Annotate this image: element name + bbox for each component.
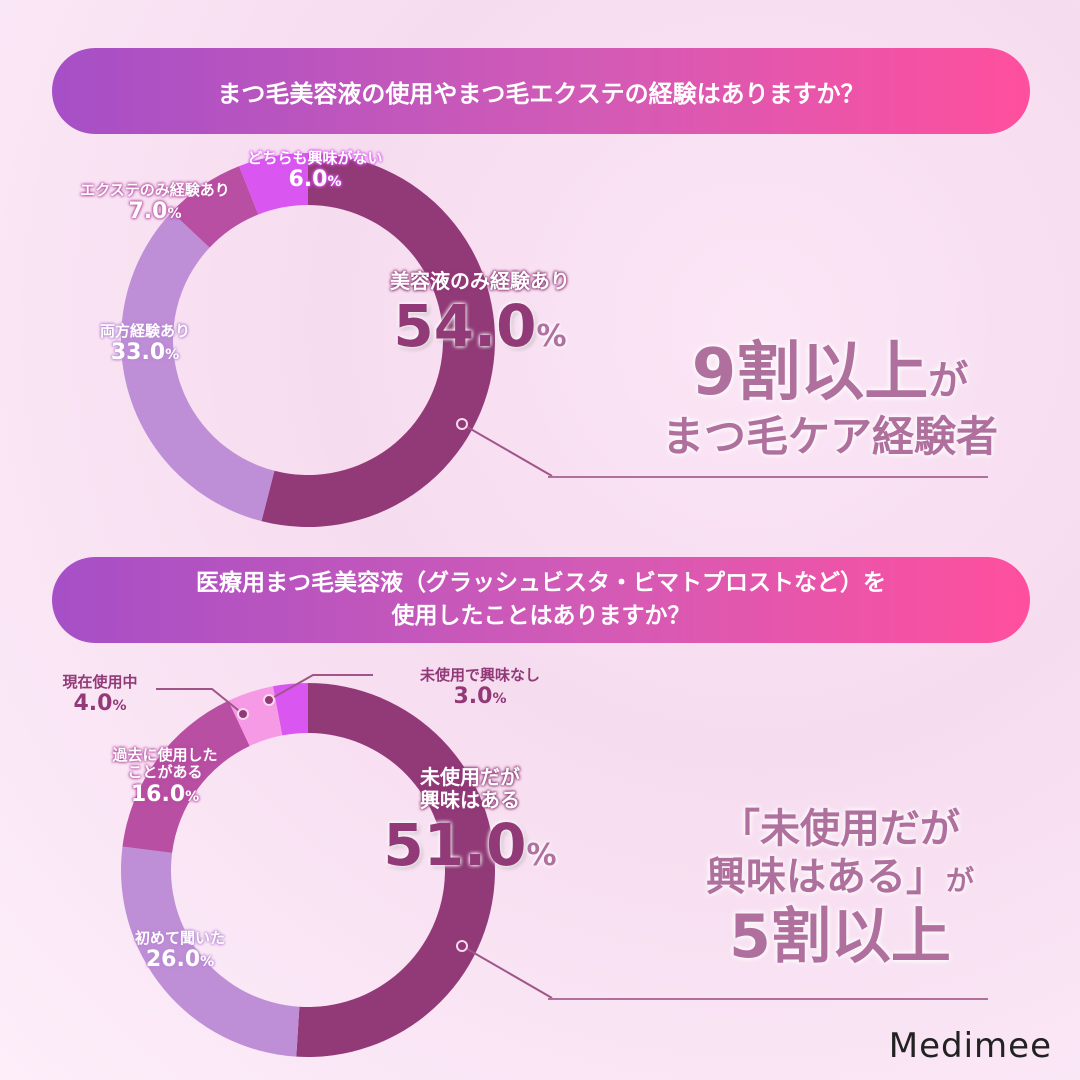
- chart2-label-4: 未使用で興味なし 3.0%: [395, 666, 565, 710]
- brand-logo: Medimee: [888, 1026, 1052, 1066]
- label-unit: %: [167, 206, 182, 223]
- chart2-slice-1: [121, 846, 300, 1057]
- label-text: 美容液のみ経験あり: [390, 269, 570, 293]
- label-value: 4.0: [73, 691, 113, 717]
- chart2-slice-4: [272, 683, 308, 736]
- chart2-callout-leader-dot: [456, 940, 468, 952]
- label-value: 54.0: [393, 292, 537, 360]
- label-value: 3.0: [453, 684, 493, 710]
- callout-1-particle: が: [928, 358, 969, 404]
- label-unit: %: [185, 788, 200, 805]
- label-value: 51.0: [383, 811, 527, 879]
- question-2-title-line-1: 医療用まつ毛美容液（グラッシュビスタ・ビマトプロストなど）を: [196, 569, 886, 596]
- chart2-slice-0: [296, 683, 496, 1057]
- question-2-banner: 医療用まつ毛美容液（グラッシュビスタ・ビマトプロストなど）を 使用したことはあり…: [52, 557, 1030, 643]
- label-text-line-2: ことがある: [127, 763, 203, 782]
- label-text: 初めて聞いた: [134, 929, 225, 947]
- chart1-label-1: 両方経験あり 33.0%: [70, 322, 220, 366]
- chart1-label-2: エクステのみ経験あり 7.0%: [50, 181, 260, 225]
- chart2-label-1: 初めて聞いた 26.0%: [110, 929, 250, 973]
- label-value: 6.0: [288, 167, 328, 193]
- chart1-slice-2: [171, 166, 259, 248]
- chart1-label-0: 美容液のみ経験あり 54.0%: [360, 270, 600, 360]
- chart2-label-2: 過去に使用した ことがある 16.0%: [90, 746, 240, 807]
- label-text: 未使用で興味なし: [419, 666, 540, 684]
- label-unit: %: [112, 698, 127, 715]
- chart2-label-4-leader-dot: [263, 694, 275, 706]
- callout-1: 9割以上が まつ毛ケア経験者: [640, 335, 1020, 462]
- label-text-line-1: 過去に使用した: [112, 746, 218, 764]
- question-1-title: まつ毛美容液の使用やまつ毛エクステの経験はありますか？: [217, 79, 865, 108]
- chart1-callout-leader: [461, 423, 553, 477]
- chart1-slice-0: [261, 153, 495, 527]
- label-text: 両方経験あり: [99, 322, 190, 340]
- label-text: どちらも興味がない: [247, 149, 383, 167]
- chart2-label-3-leader: [156, 688, 244, 715]
- callout-2-underline: [548, 998, 988, 1000]
- chart1-slice-1: [120, 211, 275, 522]
- label-value: 33.0: [110, 340, 166, 366]
- chart2-label-3-leader-dot: [237, 708, 249, 720]
- callout-1-line-2: まつ毛ケア経験者: [661, 411, 998, 461]
- chart2-slice-2: [122, 700, 250, 853]
- chart2-label-3: 現在使用中 4.0%: [45, 673, 155, 717]
- label-unit: %: [526, 838, 557, 873]
- label-text-line-1: 未使用だが: [420, 765, 520, 789]
- label-unit: %: [536, 319, 567, 354]
- callout-2-line-2: 興味はある」: [705, 854, 946, 900]
- chart2-callout-leader: [461, 945, 553, 999]
- label-text: 現在使用中: [62, 673, 138, 691]
- chart2-label-4-leader: [268, 674, 373, 701]
- label-text: エクステのみ経験あり: [80, 181, 230, 199]
- label-unit: %: [492, 691, 507, 708]
- label-value: 7.0: [128, 199, 168, 225]
- callout-2-line-1: 「未使用だが: [720, 806, 960, 852]
- chart1-callout-leader-dot: [456, 418, 468, 430]
- chart1-label-3: どちらも興味がない 6.0%: [240, 149, 390, 193]
- chart1-slice-3: [239, 153, 308, 215]
- label-value: 16.0: [130, 781, 186, 807]
- callout-1-underline: [548, 476, 988, 478]
- label-unit: %: [327, 174, 342, 191]
- chart2-label-0: 未使用だが 興味はある 51.0%: [360, 766, 580, 879]
- question-1-banner: まつ毛美容液の使用やまつ毛エクステの経験はありますか？: [52, 48, 1030, 134]
- label-text-line-2: 興味はある: [420, 788, 520, 812]
- label-unit: %: [200, 954, 215, 971]
- callout-2-particle: が: [945, 864, 974, 897]
- label-unit: %: [165, 347, 180, 364]
- label-value: 26.0: [145, 947, 201, 973]
- callout-2-line-3: 5割以上: [729, 902, 951, 972]
- callout-1-highlight: 9割以上: [691, 336, 929, 410]
- question-2-title-line-2: 使用したことはありますか？: [391, 603, 691, 629]
- callout-2: 「未使用だが 興味はある」が 5割以上: [660, 805, 1020, 973]
